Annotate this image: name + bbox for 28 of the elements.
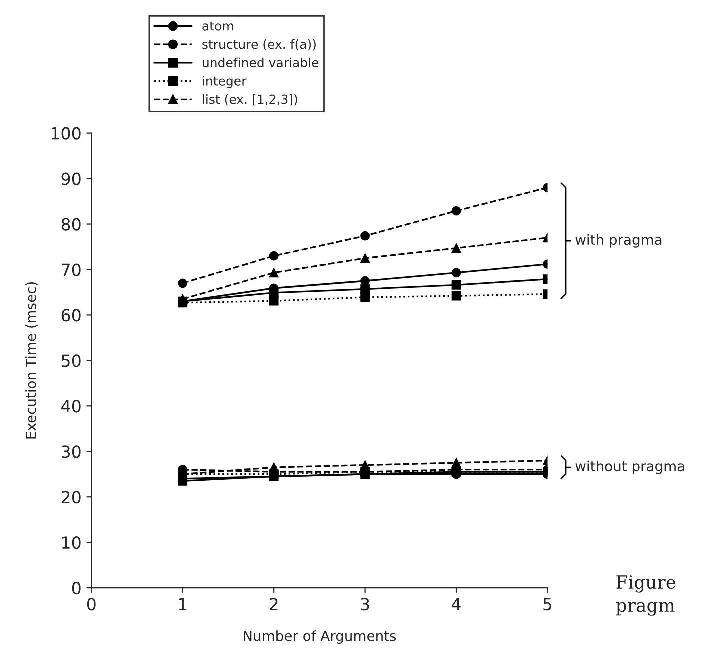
legend-label: structure (ex. f(a)): [202, 40, 316, 51]
x-tick-label: 1: [179, 598, 187, 610]
y-axis-title: Execution Time (msec): [26, 282, 38, 439]
annotation: with pragma: [576, 234, 662, 248]
y-tick-label: 10: [62, 536, 81, 550]
legend-label: integer: [203, 76, 247, 88]
x-tick-label: 2: [270, 598, 278, 610]
y-tick-label: 70: [62, 264, 81, 276]
text: pragm: [616, 602, 675, 616]
x-axis-title: Number of Arguments: [244, 630, 396, 644]
y-tick-label: 30: [62, 446, 81, 458]
legend-label: atom: [202, 22, 234, 31]
y-tick-label: 100: [52, 127, 81, 140]
y-tick-label: 50: [62, 354, 81, 368]
x-tick-label: 3: [361, 598, 370, 611]
legend-label: undefined variable: [203, 58, 319, 68]
annotation: without pragma: [576, 460, 684, 474]
x-tick-label: 5: [544, 598, 552, 611]
x-tick-label: 0: [87, 598, 96, 611]
y-tick-label: 0: [72, 582, 81, 595]
y-tick-label: 20: [62, 491, 81, 504]
y-tick-label: 80: [62, 218, 81, 231]
x-tick-label: 4: [452, 598, 461, 610]
text: Figure: [616, 576, 676, 593]
y-tick-label: 40: [62, 400, 81, 413]
y-tick-label: 90: [62, 172, 81, 186]
y-tick-label: 60: [62, 309, 81, 322]
legend-label: list (ex. [1,2,3]): [203, 94, 298, 106]
